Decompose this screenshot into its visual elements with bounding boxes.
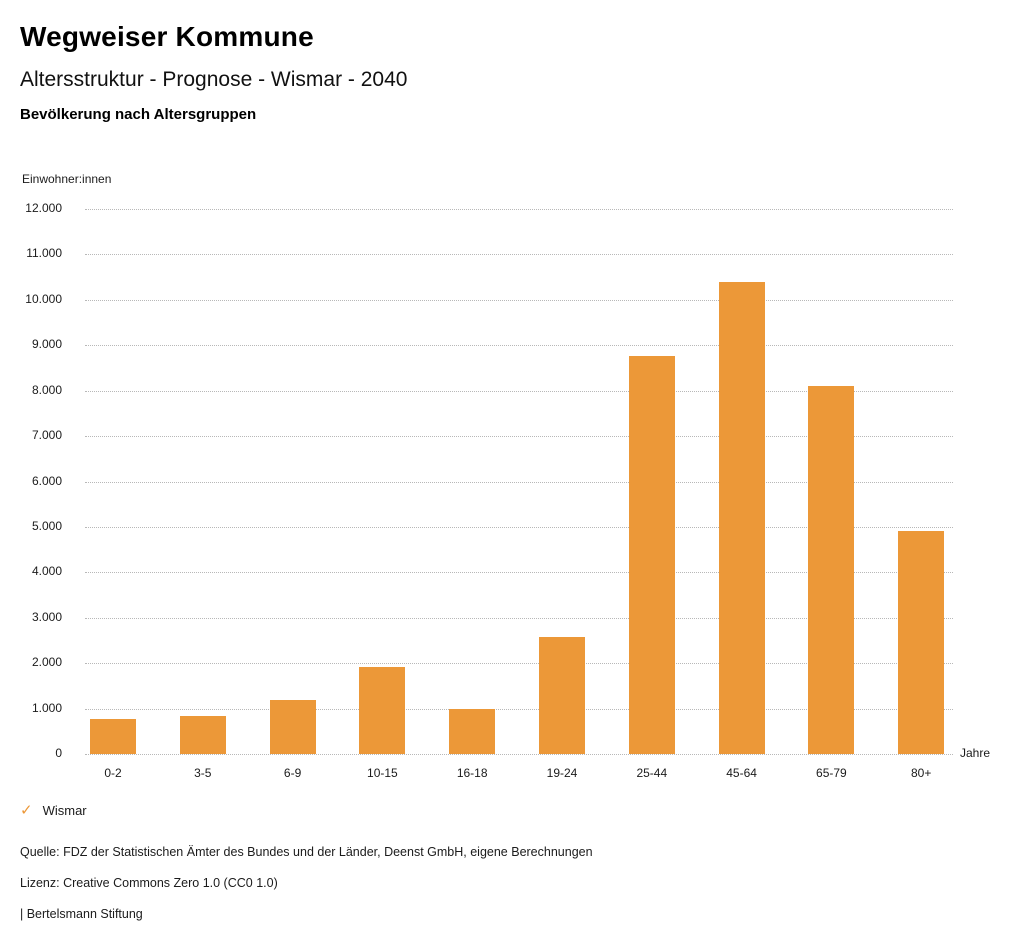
y-axis-tick-label: 0 — [55, 746, 62, 760]
bar-19-24[interactable] — [539, 637, 585, 754]
license-text: Lizenz: Creative Commons Zero 1.0 (CC0 1… — [20, 876, 278, 890]
bar-80+[interactable] — [898, 531, 945, 754]
chart-subtitle: Altersstruktur - Prognose - Wismar - 204… — [20, 68, 408, 91]
y-axis-tick-label: 1.000 — [31, 700, 62, 715]
gridline — [85, 254, 953, 256]
x-axis-tick-label: 45-64 — [726, 766, 757, 780]
bar-16-18[interactable] — [449, 709, 496, 754]
x-axis-tick-label: 25-44 — [636, 766, 668, 780]
x-axis-tick-label: 65-79 — [816, 766, 847, 780]
gridline — [85, 572, 953, 574]
x-axis-tick-label: 6-9 — [283, 766, 302, 780]
x-axis-label: Jahre — [960, 746, 991, 760]
bar-25-44[interactable] — [628, 356, 675, 754]
x-axis-tick-label: 3-5 — [194, 766, 212, 780]
gridline — [85, 526, 953, 528]
bar-45-64[interactable] — [718, 281, 765, 754]
x-axis-tick-label: 10-15 — [367, 766, 398, 780]
gridline — [85, 436, 953, 438]
y-axis-tick-label: 8.000 — [31, 382, 62, 397]
gridline — [85, 209, 953, 210]
x-axis-tick-label: 16-18 — [456, 766, 488, 780]
x-axis-tick-label: 19-24 — [546, 766, 578, 780]
y-axis-tick-label: 10.000 — [25, 291, 62, 306]
gridline — [85, 754, 953, 755]
gridline — [85, 617, 953, 619]
gridline — [85, 299, 953, 301]
y-axis-tick-label: 3.000 — [31, 609, 62, 624]
legend: ✓ Wismar — [20, 803, 87, 818]
bar-6-9[interactable] — [269, 699, 316, 754]
y-axis-tick-label: 7.000 — [31, 428, 62, 443]
bar-10-15[interactable] — [359, 666, 406, 754]
gridline — [85, 345, 953, 347]
x-axis-tick-label: 80+ — [911, 766, 932, 780]
gridline — [85, 708, 953, 710]
y-axis-tick-label: 5.000 — [31, 518, 62, 533]
legend-label: Wismar — [42, 803, 87, 818]
gridline — [85, 390, 953, 392]
y-axis-tick-label: 12.000 — [25, 201, 62, 215]
source-text: Quelle: FDZ der Statistischen Ämter des … — [20, 845, 593, 859]
y-axis-tick-label: 4.000 — [31, 564, 62, 579]
x-axis-tick-label: 0-2 — [104, 766, 122, 780]
bar-3-5[interactable] — [179, 716, 226, 754]
check-icon: ✓ — [20, 802, 33, 819]
gridline — [85, 663, 953, 665]
attribution-text: | Bertelsmann Stiftung — [20, 907, 143, 921]
app-title: Wegweiser Kommune — [20, 21, 314, 52]
bar-0-2[interactable] — [90, 718, 136, 754]
gridline — [85, 481, 953, 483]
y-axis-tick-label: 11.000 — [26, 246, 62, 261]
bar-65-79[interactable] — [808, 386, 855, 754]
y-axis-tick-label: 2.000 — [31, 655, 62, 670]
y-axis-tick-label: 6.000 — [31, 473, 62, 488]
y-axis-tick-label: 9.000 — [31, 337, 62, 352]
y-axis-unit-label: Einwohner:innen — [22, 172, 112, 186]
chart-heading: Bevölkerung nach Altersgruppen — [20, 106, 257, 123]
